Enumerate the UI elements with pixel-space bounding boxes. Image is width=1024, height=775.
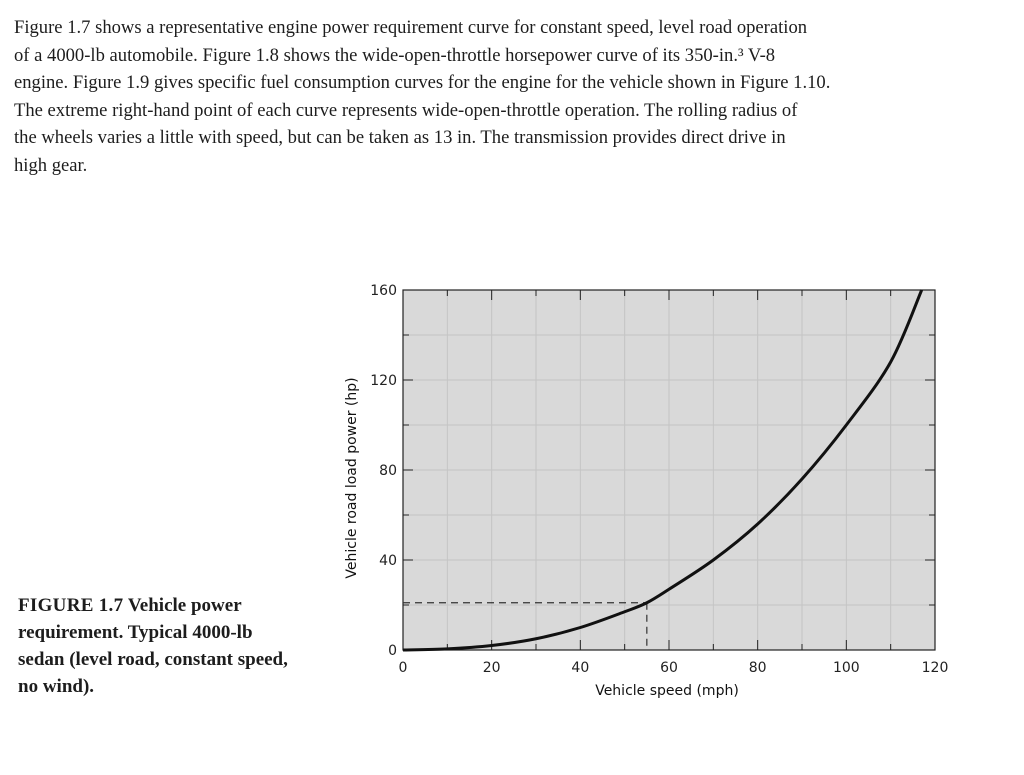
paragraph-line: of a 4000-lb automobile. Figure 1.8 show…	[14, 44, 776, 66]
figure-label: FIGURE 1.7	[18, 595, 124, 616]
y-tick-label: 40	[379, 553, 397, 569]
x-tick-label: 120	[922, 660, 949, 676]
figure-caption-text: Vehicle power requirement. Typical 4000-…	[18, 595, 288, 697]
x-tick-label: 100	[833, 660, 860, 676]
x-tick-label: 40	[571, 660, 589, 676]
y-tick-label: 120	[370, 373, 397, 389]
x-tick-label: 80	[749, 660, 767, 676]
y-tick-label: 80	[379, 463, 397, 479]
plot-frame	[402, 289, 936, 651]
x-tick-label: 60	[660, 660, 678, 676]
paragraph-line: high gear.	[14, 154, 88, 176]
figure-caption: FIGURE 1.7 Vehicle power requirement. Ty…	[18, 592, 298, 700]
paragraph-line: the wheels varies a little with speed, b…	[14, 127, 786, 148]
x-axis-label: Vehicle speed (mph)	[595, 683, 739, 699]
x-tick-label: 0	[399, 660, 408, 676]
y-tick-label: 160	[370, 283, 397, 299]
paragraph-line: Figure 1.7 shows a representative engine…	[14, 17, 808, 38]
body-paragraph: Figure 1.7 shows a representative engine…	[14, 14, 954, 179]
paragraph-line: The extreme right-hand point of each cur…	[14, 99, 798, 121]
power-curve	[402, 289, 924, 652]
paragraph-line: engine. Figure 1.9 gives specific fuel c…	[14, 72, 831, 93]
x-tick-label: 20	[483, 660, 501, 676]
y-axis-label: Vehicle road load power (hp)	[344, 377, 360, 578]
y-tick-label: 0	[388, 643, 397, 659]
